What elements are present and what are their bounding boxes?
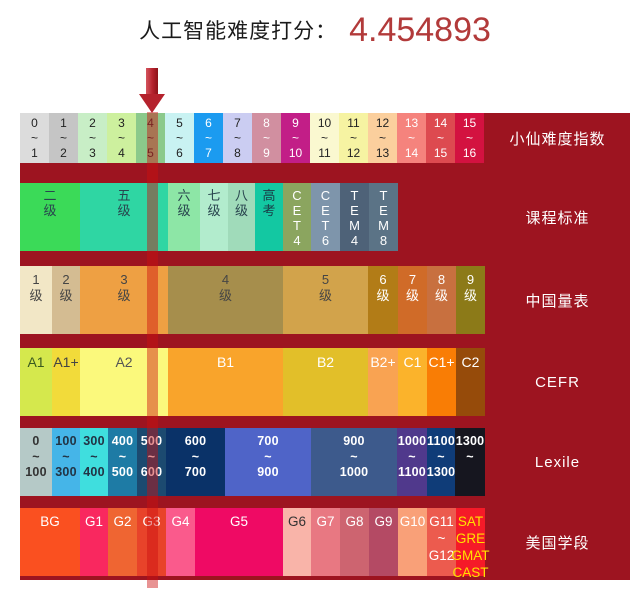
segment-C2: C2 <box>456 348 485 416</box>
segment-9~10: 9 ~ 10 <box>281 113 310 163</box>
segment-G11~G12: G11 ~ G12 <box>427 508 456 576</box>
segment-14~15: 14 ~ 15 <box>426 113 455 163</box>
segment-12~13: 12 ~ 13 <box>368 113 397 163</box>
segment-0~100: 0 ~ 100 <box>20 428 52 496</box>
segment-1级: 1 级 <box>20 266 52 334</box>
segment-G9: G9 <box>369 508 398 576</box>
segment-SATGREGMATCAST: SAT GRE GMAT CAST <box>452 508 490 580</box>
segment-G8: G8 <box>340 508 369 576</box>
scale-name-label: Lexile <box>534 453 581 471</box>
page-title: 人工智能难度打分： 4.454893 <box>0 0 630 60</box>
segment-600~700: 600 ~ 700 <box>166 428 225 496</box>
segment-TEM8: T E M 8 <box>369 183 398 251</box>
segment-9级: 9 级 <box>456 266 485 334</box>
segment-4~5: 4 ~ 5 <box>136 113 165 163</box>
scale-name-label: 中国量表 <box>525 292 590 310</box>
segment-4级: 4 级 <box>168 266 283 334</box>
score-marker-line <box>147 112 158 588</box>
segment-3~4: 3 ~ 4 <box>107 113 136 163</box>
title-label: 人工智能难度打分： <box>139 20 338 43</box>
scale-name-label: 小仙难度指数 <box>509 130 606 148</box>
segment-C1+: C1+ <box>427 348 456 416</box>
segment-3级: 3 级 <box>80 266 168 334</box>
segment-CET4: C E T 4 <box>283 183 311 251</box>
segment-2~3: 2 ~ 3 <box>78 113 107 163</box>
segment-G2: G2 <box>108 508 137 576</box>
segment-A2: A2 <box>80 348 168 416</box>
segment-1~2: 1 ~ 2 <box>49 113 78 163</box>
segment-G1: G1 <box>80 508 108 576</box>
scale-name-label: CEFR <box>535 373 580 391</box>
segment-CET6: C E T 6 <box>311 183 340 251</box>
segment-BG: BG <box>20 508 80 576</box>
scale-name-label: 美国学段 <box>525 534 590 552</box>
segment-G6: G6 <box>283 508 311 576</box>
scale-name-label: 课程标准 <box>525 209 590 227</box>
segment-五级: 五 级 <box>80 183 168 251</box>
segment-六级: 六 级 <box>168 183 200 251</box>
segment-13~14: 13 ~ 14 <box>397 113 426 163</box>
segment-6级: 6 级 <box>368 266 398 334</box>
segment-8级: 8 级 <box>427 266 456 334</box>
title-score: 4.454893 <box>349 10 491 49</box>
segment-10~11: 10 ~ 11 <box>310 113 339 163</box>
segment-C1: C1 <box>398 348 427 416</box>
segment-400~500: 400 ~ 500 <box>108 428 137 496</box>
segment-八级: 八 级 <box>228 183 255 251</box>
segment-700~900: 700 ~ 900 <box>225 428 311 496</box>
segment-A1+: A1+ <box>52 348 80 416</box>
down-arrow-head-icon <box>139 94 165 113</box>
segment-G5: G5 <box>195 508 283 576</box>
segment-二级: 二 级 <box>20 183 80 251</box>
segment-G3: G3 <box>137 508 166 576</box>
segment-11~12: 11 ~ 12 <box>339 113 368 163</box>
segment-0~1: 0 ~ 1 <box>20 113 49 163</box>
segment-100~300: 100 ~ 300 <box>52 428 80 496</box>
segment-5~6: 5 ~ 6 <box>165 113 194 163</box>
segment-1100~1300: 1100 ~ 1300 <box>427 428 455 496</box>
segment-7级: 7 级 <box>398 266 427 334</box>
segment-B2: B2 <box>283 348 368 416</box>
segment-G7: G7 <box>311 508 340 576</box>
segment-2级: 2 级 <box>52 266 80 334</box>
segment-500~600: 500 ~ 600 <box>137 428 166 496</box>
segment-高考: 高 考 <box>255 183 283 251</box>
segment-G10: G10 <box>398 508 427 576</box>
segment-1300~: 1300 ~ <box>455 428 485 496</box>
segment-7~8: 7 ~ 8 <box>223 113 252 163</box>
segment-5级: 5 级 <box>283 266 368 334</box>
segment-TEM4: T E M 4 <box>340 183 369 251</box>
segment-七级: 七 级 <box>200 183 228 251</box>
segment-300~400: 300 ~ 400 <box>80 428 108 496</box>
segment-G4: G4 <box>166 508 195 576</box>
segment-15~16: 15 ~ 16 <box>455 113 484 163</box>
segment-1000~1100: 1000 ~ 1100 <box>397 428 427 496</box>
segment-6~7: 6 ~ 7 <box>194 113 223 163</box>
segment-900~1000: 900 ~ 1000 <box>311 428 397 496</box>
segment-B2+: B2+ <box>368 348 398 416</box>
down-arrow-icon <box>146 68 158 94</box>
segment-8~9: 8 ~ 9 <box>252 113 281 163</box>
segment-B1: B1 <box>168 348 283 416</box>
segment-A1: A1 <box>20 348 52 416</box>
